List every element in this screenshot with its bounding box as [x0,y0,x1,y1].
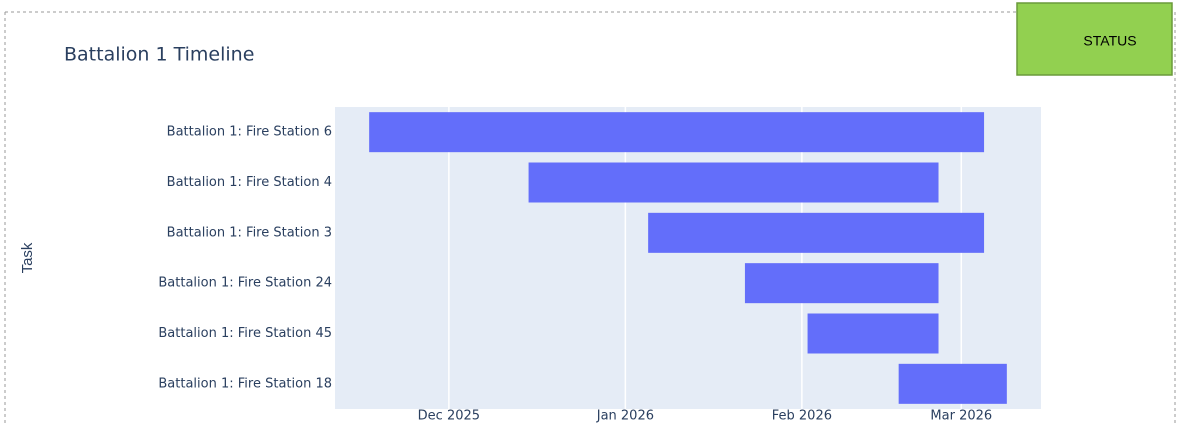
plot-area [335,107,1041,409]
y-tick-label: Battalion 1: Fire Station 45 [158,326,332,341]
bar [369,112,985,153]
bar [528,162,939,203]
y-tick-label: Battalion 1: Fire Station 18 [158,376,332,391]
status-button[interactable]: STATUS [1016,2,1173,76]
y-axis-title: Task [19,242,36,273]
y-tick-label: Battalion 1: Fire Station 24 [158,276,332,291]
chart-title: Battalion 1 Timeline [64,44,254,66]
marks [369,107,1007,409]
x-tick-label: Feb 2026 [772,409,832,424]
x-tick-label: Jan 2026 [596,409,654,424]
bar [807,313,939,354]
status-button-label[interactable]: STATUS [1083,33,1136,49]
x-tick-label: Dec 2025 [418,409,480,424]
bar [744,263,939,304]
x-tick-label: Mar 2026 [930,409,992,424]
y-tick-label: Battalion 1: Fire Station 4 [167,175,332,190]
status-button-bg[interactable] [1016,2,1173,76]
bar [898,363,1007,404]
bar [648,212,985,253]
y-tick-label: Battalion 1: Fire Station 3 [167,225,332,240]
y-tick-label: Battalion 1: Fire Station 6 [167,125,332,140]
